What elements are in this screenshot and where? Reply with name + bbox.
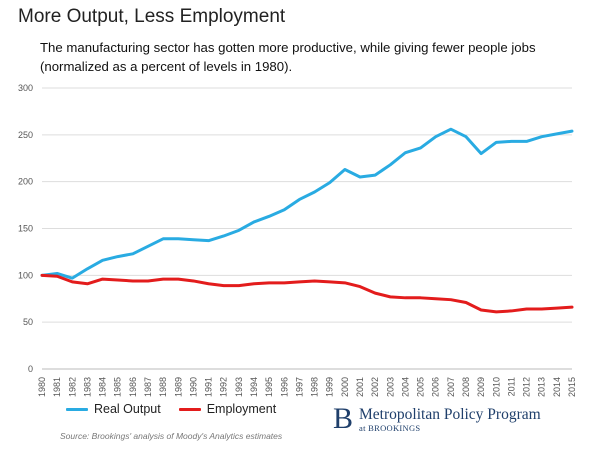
line-chart: 0 50 100 150 200 250 300 1980 1981 1982 1983 1984 1…: [18, 83, 577, 397]
x-tick-label: 1984: [98, 377, 108, 397]
y-tick-label: 150: [18, 224, 33, 234]
legend-item-employment: Employment: [178, 402, 277, 416]
x-tick-label: 2006: [431, 377, 441, 397]
x-tick-label: 1997: [294, 377, 304, 397]
x-tick-label: 2007: [446, 377, 456, 397]
x-tick-label: 2014: [552, 377, 562, 397]
x-tick-label: 1994: [249, 377, 259, 397]
y-tick-label: 0: [28, 364, 33, 374]
x-tick-label: 1980: [37, 377, 47, 397]
x-tick-label: 2012: [522, 377, 532, 397]
x-tick-label: 1993: [234, 377, 244, 397]
x-tick-label: 1999: [325, 377, 335, 397]
x-tick-label: 1981: [52, 377, 62, 397]
chart-subtitle: The manufacturing sector has gotten more…: [40, 40, 536, 74]
y-tick-label: 300: [18, 83, 33, 93]
x-tick-label: 2001: [355, 377, 365, 397]
chart-title: More Output, Less Employment: [18, 6, 286, 27]
y-tick-label: 50: [23, 317, 33, 327]
logo-name: Metropolitan Policy Program: [359, 405, 541, 423]
x-tick-label: 1992: [219, 377, 229, 397]
legend-swatch-real-output: [66, 407, 88, 411]
x-tick-label: 2010: [491, 377, 501, 397]
x-tick-label: 2015: [567, 377, 577, 397]
x-tick-label: 2011: [506, 377, 516, 396]
y-tick-label: 250: [18, 130, 33, 140]
x-tick-label: 1986: [128, 377, 138, 397]
x-tick-label: 2005: [416, 377, 426, 397]
chart-legend: Real Output Employment: [66, 402, 294, 416]
x-tick-label: 1996: [279, 377, 289, 397]
x-tick-label: 1998: [310, 377, 320, 397]
x-tick-label: 1983: [82, 377, 92, 397]
y-tick-label: 200: [18, 177, 33, 187]
logo-subtitle: at BROOKINGS: [359, 422, 421, 433]
x-tick-label: 1982: [67, 377, 77, 397]
legend-label-employment: Employment: [206, 402, 277, 416]
x-tick-label: 2008: [461, 377, 471, 397]
x-tick-label: 2004: [400, 377, 410, 397]
source-note: Source: Brookings' analysis of Moody's A…: [60, 431, 283, 441]
x-tick-label: 1985: [113, 377, 123, 397]
logo-mark: B: [333, 402, 354, 435]
brookings-logo: B Metropolitan Policy Program at BROOKIN…: [333, 404, 541, 434]
x-tick-label: 1987: [143, 377, 153, 397]
x-tick-label: 1988: [158, 377, 168, 397]
x-tick-label: 1989: [173, 377, 183, 397]
x-tick-label: 2013: [537, 377, 547, 397]
legend-label-real-output: Real Output: [94, 402, 161, 416]
x-tick-label: 2000: [340, 377, 350, 397]
series-line-employment: [40, 273, 574, 314]
x-tick-label: 2002: [370, 377, 380, 397]
legend-item-real-output: Real Output: [66, 402, 161, 416]
legend-swatch-employment: [178, 407, 201, 411]
series-line-real-output: [40, 127, 574, 280]
y-tick-label: 100: [18, 270, 33, 280]
x-tick-label: 2003: [385, 377, 395, 397]
x-tick-label: 1995: [264, 377, 274, 397]
x-tick-label: 1990: [188, 377, 198, 397]
x-tick-label: 1991: [204, 377, 214, 397]
x-tick-label: 2009: [476, 377, 486, 397]
